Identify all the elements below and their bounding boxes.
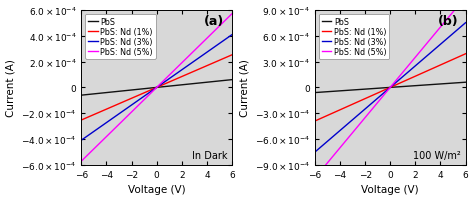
Line: PbS: Nd (5%): PbS: Nd (5%) (315, 0, 465, 178)
PbS: Nd (1%): (4.11, 0.000267): Nd (1%): (4.11, 0.000267) (439, 64, 445, 66)
PbS: Nd (5%): (4.88, 0.000853): Nd (5%): (4.88, 0.000853) (448, 14, 454, 16)
PbS: Nd (1%): (-6, -0.000252): Nd (1%): (-6, -0.000252) (79, 119, 84, 122)
PbS: Nd (3%): (-5.96, -0.000405): Nd (3%): (-5.96, -0.000405) (79, 139, 85, 141)
PbS: Nd (5%): (-6, -0.00105): Nd (5%): (-6, -0.00105) (312, 177, 318, 179)
PbS: Nd (1%): (6, 0.000252): Nd (1%): (6, 0.000252) (229, 54, 235, 57)
PbS (168, 85, 174, 88)
PbS (448, 83, 454, 85)
PbS: Nd (5%): (4.88, 0.000463): Nd (5%): (4.88, 0.000463) (215, 27, 221, 30)
PbS: Nd (1%): (1.34, 5.65e-05): Nd (1%): (1.34, 5.65e-05) (171, 79, 176, 82)
PbS: Nd (3%): (4.11, 0.00028): Nd (3%): (4.11, 0.00028) (206, 51, 211, 53)
PbS: Nd (5%): (-5.96, -0.000566): Nd (5%): (-5.96, -0.000566) (79, 160, 85, 162)
Line: PbS: Nd (3%): PbS: Nd (3%) (82, 35, 232, 140)
PbS: Nd (1%): (1.14, 4.8e-05): Nd (1%): (1.14, 4.8e-05) (168, 81, 174, 83)
PbS: Nd (3%): (6, 0.000408): Nd (3%): (6, 0.000408) (229, 34, 235, 37)
PbS (79, 94, 85, 97)
Legend: PbS, PbS: Nd (1%), PbS: Nd (3%), PbS: Nd (5%): PbS, PbS: Nd (1%), PbS: Nd (3%), PbS: Nd… (319, 15, 389, 60)
Legend: PbS, PbS: Nd (1%), PbS: Nd (3%), PbS: Nd (5%): PbS, PbS: Nd (1%), PbS: Nd (3%), PbS: Nd… (85, 15, 155, 60)
PbS: Nd (5%): (4.11, 0.000391): Nd (5%): (4.11, 0.000391) (206, 36, 211, 39)
PbS: Nd (1%): (6, 0.00039): Nd (1%): (6, 0.00039) (463, 53, 468, 56)
PbS: Nd (3%): (4.88, 0.000332): Nd (3%): (4.88, 0.000332) (215, 44, 221, 46)
Y-axis label: Current (A): Current (A) (6, 59, 16, 117)
PbS: Nd (3%): (1.34, 0.000168): Nd (3%): (1.34, 0.000168) (404, 72, 410, 75)
PbS: Nd (5%): (4.11, 0.00072): Nd (5%): (4.11, 0.00072) (439, 25, 445, 27)
Y-axis label: Current (A): Current (A) (239, 59, 249, 117)
PbS: Nd (1%): (1.1, 4.64e-05): Nd (1%): (1.1, 4.64e-05) (168, 81, 173, 83)
PbS: Nd (5%): (1.14, 0.0002): Nd (5%): (1.14, 0.0002) (402, 70, 408, 72)
PbS: Nd (3%): (-5.96, -0.000745): Nd (3%): (-5.96, -0.000745) (312, 151, 318, 153)
PbS: Nd (3%): (4.11, 0.000514): Nd (3%): (4.11, 0.000514) (439, 43, 445, 45)
PbS (171, 85, 176, 87)
X-axis label: Voltage (V): Voltage (V) (128, 185, 185, 194)
Line: PbS: Nd (1%): PbS: Nd (1%) (82, 56, 232, 120)
PbS: Nd (5%): (1.1, 0.000105): Nd (5%): (1.1, 0.000105) (168, 73, 173, 76)
PbS (312, 92, 318, 94)
PbS: Nd (3%): (-6, -0.000408): Nd (3%): (-6, -0.000408) (79, 139, 84, 142)
PbS (206, 81, 211, 84)
PbS: Nd (1%): (4.11, 0.000173): Nd (1%): (4.11, 0.000173) (206, 65, 211, 67)
PbS: Nd (3%): (1.34, 9.14e-05): Nd (3%): (1.34, 9.14e-05) (171, 75, 176, 77)
Text: In Dark: In Dark (192, 151, 228, 161)
PbS: Nd (5%): (6, 0.00057): Nd (5%): (6, 0.00057) (229, 13, 235, 16)
PbS (215, 80, 221, 83)
PbS: Nd (1%): (-5.96, -0.000387): Nd (1%): (-5.96, -0.000387) (312, 120, 318, 122)
PbS (463, 82, 468, 84)
PbS: Nd (3%): (6, 0.00075): Nd (3%): (6, 0.00075) (463, 22, 468, 25)
PbS: Nd (5%): (1.34, 0.000128): Nd (5%): (1.34, 0.000128) (171, 70, 176, 73)
PbS (404, 86, 410, 88)
PbS: Nd (3%): (1.1, 0.000138): Nd (3%): (1.1, 0.000138) (401, 75, 407, 77)
PbS: Nd (5%): (1.1, 0.000193): Nd (5%): (1.1, 0.000193) (401, 70, 407, 73)
PbS: Nd (5%): (1.34, 0.000235): Nd (5%): (1.34, 0.000235) (404, 67, 410, 69)
PbS: Nd (1%): (-6, -0.00039): Nd (1%): (-6, -0.00039) (312, 120, 318, 123)
PbS (79, 94, 84, 97)
PbS: Nd (3%): (1.14, 7.78e-05): Nd (3%): (1.14, 7.78e-05) (168, 77, 174, 79)
PbS: Nd (5%): (1.14, 0.000109): Nd (5%): (1.14, 0.000109) (168, 73, 174, 75)
PbS: Nd (1%): (1.14, 7.43e-05): Nd (1%): (1.14, 7.43e-05) (402, 80, 408, 83)
PbS (168, 85, 173, 88)
PbS (229, 79, 235, 81)
PbS: Nd (3%): (4.88, 0.00061): Nd (3%): (4.88, 0.00061) (448, 34, 454, 37)
PbS: Nd (1%): (4.88, 0.000205): Nd (1%): (4.88, 0.000205) (215, 60, 221, 63)
PbS (439, 83, 445, 86)
Line: PbS: Nd (3%): PbS: Nd (3%) (315, 24, 465, 152)
PbS: Nd (1%): (1.1, 7.17e-05): Nd (1%): (1.1, 7.17e-05) (401, 81, 407, 83)
PbS: Nd (3%): (1.14, 0.000143): Nd (3%): (1.14, 0.000143) (402, 74, 408, 77)
Line: PbS: Nd (5%): PbS: Nd (5%) (82, 15, 232, 161)
Text: (a): (a) (204, 15, 225, 28)
X-axis label: Voltage (V): Voltage (V) (361, 185, 419, 194)
PbS: Nd (1%): (-5.96, -0.00025): Nd (1%): (-5.96, -0.00025) (79, 119, 85, 121)
Line: PbS: PbS (315, 83, 465, 93)
PbS: Nd (5%): (-5.96, -0.00104): Nd (5%): (-5.96, -0.00104) (312, 176, 318, 179)
PbS: Nd (3%): (-6, -0.00075): Nd (3%): (-6, -0.00075) (312, 151, 318, 154)
Line: PbS: PbS (82, 80, 232, 96)
PbS: Nd (1%): (4.88, 0.000317): Nd (1%): (4.88, 0.000317) (448, 60, 454, 62)
PbS: Nd (1%): (1.34, 8.74e-05): Nd (1%): (1.34, 8.74e-05) (404, 79, 410, 82)
PbS (401, 86, 407, 88)
Text: (b): (b) (438, 15, 458, 28)
PbS (312, 92, 318, 94)
PbS: Nd (5%): (-6, -0.00057): Nd (5%): (-6, -0.00057) (79, 160, 84, 163)
Line: PbS: Nd (1%): PbS: Nd (1%) (315, 54, 465, 121)
PbS: Nd (3%): (1.1, 7.51e-05): Nd (3%): (1.1, 7.51e-05) (168, 77, 173, 79)
Text: 100 W/m²: 100 W/m² (413, 151, 461, 161)
PbS (402, 86, 408, 88)
